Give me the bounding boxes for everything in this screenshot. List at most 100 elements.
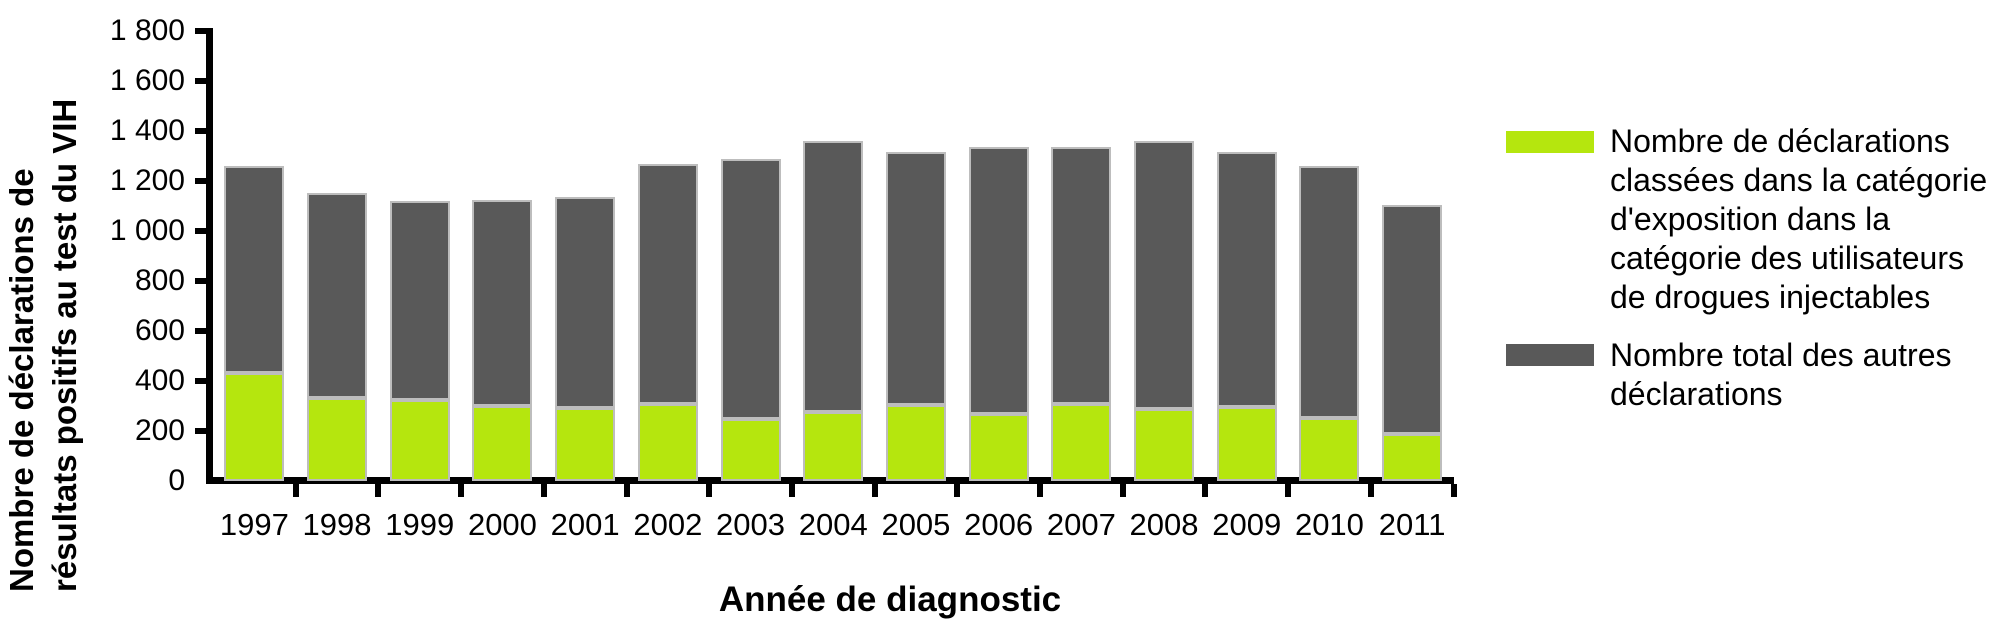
- y-axis-tick: [195, 328, 208, 334]
- y-axis-tick-label: 800: [134, 264, 185, 297]
- bar-2002: [637, 164, 698, 481]
- x-axis-tick: [1119, 484, 1126, 497]
- x-axis-tick: [458, 484, 465, 497]
- bar-segment-other-2009: [1216, 152, 1277, 408]
- bar-segment-idu-2000: [472, 406, 533, 481]
- x-axis-tick-label: 1998: [302, 507, 372, 542]
- x-axis-tick-label: 1999: [385, 507, 455, 542]
- x-axis-tick-label: 2006: [964, 507, 1034, 542]
- bar-2003: [720, 159, 781, 481]
- x-axis-tick-label: 2000: [467, 507, 537, 542]
- y-axis-tick: [195, 128, 208, 134]
- bar-segment-idu-2001: [555, 408, 616, 481]
- y-axis-tick: [195, 228, 208, 234]
- x-axis-tick: [375, 484, 382, 497]
- x-axis-tick: [1450, 484, 1457, 497]
- bar-2010: [1299, 166, 1360, 481]
- bar-segment-idu-1999: [389, 399, 450, 481]
- x-axis-tick: [1367, 484, 1374, 497]
- bar-segment-idu-2009: [1216, 407, 1277, 481]
- bar-segment-idu-1998: [307, 398, 368, 481]
- x-axis-tick-label: 1997: [219, 507, 289, 542]
- x-axis-tick: [871, 484, 878, 497]
- bar-segment-idu-2003: [720, 418, 781, 481]
- bar-segment-idu-2007: [1051, 403, 1112, 481]
- bar-segment-other-2007: [1051, 146, 1112, 404]
- bar-segment-idu-2011: [1382, 433, 1443, 481]
- bar-segment-other-2006: [968, 147, 1029, 414]
- bar-segment-other-2002: [637, 164, 698, 404]
- y-axis-tick-label: 400: [134, 364, 185, 397]
- bar-2009: [1216, 152, 1277, 481]
- legend-swatch-other: [1506, 344, 1594, 366]
- bar-2000: [472, 199, 533, 481]
- x-axis-tick: [954, 484, 961, 497]
- bar-1997: [224, 165, 285, 481]
- bar-segment-other-2000: [472, 199, 533, 407]
- bar-2005: [885, 151, 946, 481]
- bar-segment-other-2005: [885, 151, 946, 406]
- bar-segment-idu-2002: [637, 403, 698, 481]
- bar-1999: [389, 200, 450, 481]
- x-axis-tick: [1285, 484, 1292, 497]
- bar-2011: [1382, 204, 1443, 481]
- y-axis-tick: [195, 28, 208, 34]
- y-axis-tick-label: 1 400: [109, 114, 185, 147]
- x-axis-tick-label: 2007: [1046, 507, 1116, 542]
- x-axis-tick-label: 2001: [550, 507, 620, 542]
- bar-1998: [307, 193, 368, 481]
- x-axis-tick-label: 2003: [716, 507, 786, 542]
- legend-swatch-idu: [1506, 131, 1594, 153]
- bar-2004: [803, 140, 864, 481]
- x-axis-tick: [540, 484, 547, 497]
- bar-segment-idu-2004: [803, 412, 864, 481]
- x-axis-tick: [706, 484, 713, 497]
- y-axis-tick-label: 600: [134, 314, 185, 347]
- bar-segment-other-2011: [1382, 204, 1443, 434]
- bar-segment-other-2010: [1299, 166, 1360, 418]
- x-axis-tick-label: 2002: [633, 507, 703, 542]
- bar-segment-other-2008: [1134, 141, 1195, 410]
- bar-2007: [1051, 146, 1112, 481]
- bar-segment-idu-2010: [1299, 418, 1360, 481]
- bar-segment-other-2001: [555, 196, 616, 409]
- y-axis-tick: [195, 78, 208, 84]
- bar-2008: [1134, 141, 1195, 481]
- x-axis-tick: [292, 484, 299, 497]
- bar-segment-other-2003: [720, 159, 781, 419]
- bar-segment-idu-1997: [224, 372, 285, 481]
- x-axis-tick: [623, 484, 630, 497]
- bar-segment-idu-2006: [968, 414, 1029, 481]
- x-axis-tick: [1202, 484, 1209, 497]
- x-axis-title: Année de diagnostic: [718, 580, 1062, 619]
- legend-label-idu: Nombre de déclarations classées dans la …: [1610, 123, 1988, 315]
- legend-label-other: Nombre total des autres déclarations: [1610, 337, 1952, 412]
- y-axis-tick-label: 1 000: [109, 214, 185, 247]
- x-axis-tick-label: 2008: [1129, 507, 1199, 542]
- y-axis-tick-label: 200: [134, 414, 185, 447]
- y-axis-line: [206, 28, 213, 484]
- x-axis-tick-label: 2011: [1378, 507, 1446, 542]
- x-axis-tick: [1037, 484, 1043, 497]
- y-axis-tick: [195, 178, 208, 184]
- y-axis-tick-label: 1 600: [109, 64, 185, 97]
- bar-segment-idu-2005: [885, 405, 946, 481]
- y-axis-tick-label: 1 800: [109, 14, 185, 47]
- bar-2001: [555, 196, 616, 481]
- bar-2006: [968, 147, 1029, 481]
- y-axis-tick: [195, 278, 208, 284]
- y-axis-tick: [195, 428, 208, 434]
- bar-segment-idu-2008: [1134, 409, 1195, 481]
- bar-segment-other-1997: [224, 165, 285, 373]
- x-axis-tick-label: 2010: [1294, 507, 1364, 542]
- bar-segment-other-1999: [389, 200, 450, 400]
- x-axis-tick-label: 2009: [1212, 507, 1282, 542]
- y-axis-tick: [195, 378, 208, 384]
- y-axis-tick-label: 1 200: [109, 164, 185, 197]
- x-axis-tick-label: 2005: [881, 507, 951, 542]
- bar-segment-other-2004: [803, 140, 864, 412]
- bar-segment-other-1998: [307, 193, 368, 399]
- x-axis-tick-label: 2004: [798, 507, 868, 542]
- y-axis-tick-label: 0: [168, 464, 185, 497]
